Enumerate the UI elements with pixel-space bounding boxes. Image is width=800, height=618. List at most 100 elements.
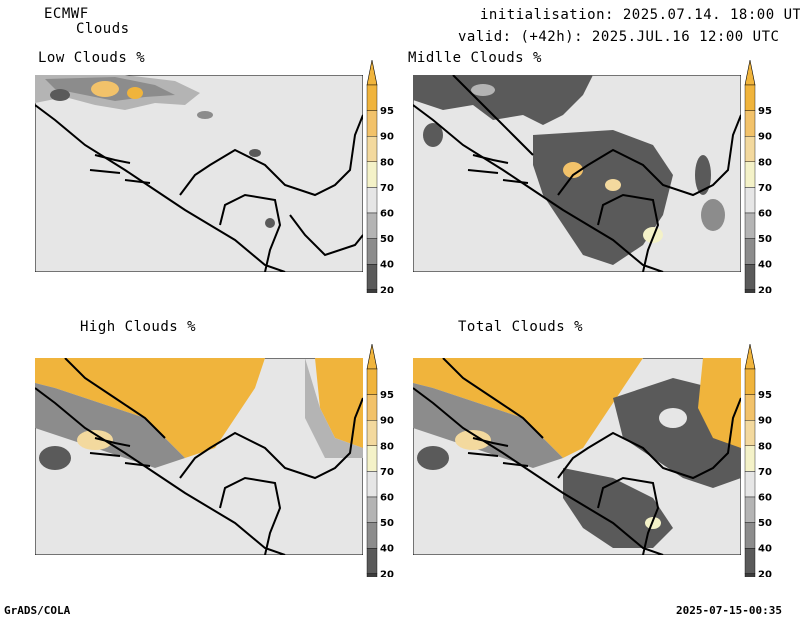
colorbar-level-label: 60 [758, 493, 772, 504]
colorbar-high: 95 90 80 70 60 50 40 20 [365, 342, 410, 618]
colorbar-segment [744, 496, 756, 523]
initialisation-time: initialisation: 2025.07.14. 18:00 UTC [480, 7, 800, 23]
colorbar-segment [744, 289, 756, 316]
borders-mid [413, 75, 741, 272]
colorbar-segment [744, 573, 756, 600]
colorbar-level-label: 50 [380, 518, 394, 529]
colorbar-top-arrow [744, 343, 756, 370]
colorbar-segment [366, 161, 378, 188]
colorbar-level-label: 40 [380, 544, 394, 555]
colorbar-segment [366, 238, 378, 265]
colorbar-segment [366, 368, 378, 395]
colorbar-level-label: 20 [758, 569, 772, 577]
map-high [35, 358, 363, 555]
colorbar-level-label: 20 [380, 569, 394, 577]
colorbar-segment [744, 84, 756, 111]
colorbar-level-label: 95 [758, 390, 772, 401]
map-panel-low [35, 75, 363, 272]
colorbar-segment [366, 419, 378, 446]
colorbar-segment [366, 110, 378, 137]
colorbar-level-label: 80 [758, 441, 772, 452]
colorbar-level-label: 40 [380, 260, 394, 271]
colorbar-segment [744, 445, 756, 472]
footer-timestamp: 2025-07-15-00:35 [676, 604, 782, 617]
colorbar-level-label: 70 [380, 183, 394, 194]
valid-time: valid: (+42h): 2025.JUL.16 12:00 UTC [458, 29, 780, 45]
colorbar-segment [366, 84, 378, 111]
colorbar-segment [366, 522, 378, 549]
colorbar-level-label: 40 [758, 260, 772, 271]
colorbar-segment [744, 419, 756, 446]
colorbar-top-arrow [366, 59, 378, 86]
colorbar-segment [744, 394, 756, 421]
colorbar-segment [366, 547, 378, 574]
colorbar-low: 95 90 80 70 60 50 40 20 [365, 58, 410, 340]
colorbar-segment [366, 496, 378, 523]
colorbar-level-label: 50 [380, 234, 394, 245]
colorbar-segment [366, 445, 378, 472]
colorbar-level-label: 50 [758, 234, 772, 245]
colorbar-level-label: 70 [380, 467, 394, 478]
colorbar-scale: 95 90 80 70 60 50 40 20 [366, 343, 394, 618]
map-low [35, 75, 363, 272]
colorbar-level-label: 90 [758, 132, 772, 143]
colorbar-level-label: 90 [380, 416, 394, 427]
map-panel-mid [413, 75, 741, 272]
colorbar-segment [744, 547, 756, 574]
cloud-cover-low [35, 75, 275, 228]
panel-title-low: Low Clouds % [38, 50, 146, 66]
colorbar-top-arrow [366, 343, 378, 370]
colorbar-segment [366, 394, 378, 421]
panel-title-high: High Clouds % [80, 319, 197, 335]
colorbar-segment [366, 263, 378, 290]
colorbar-segment [744, 187, 756, 214]
borders-low [35, 104, 363, 272]
colorbar-level-label: 80 [758, 157, 772, 168]
colorbar-segment [366, 135, 378, 162]
map-mid [413, 75, 741, 272]
colorbar-level-label: 50 [758, 518, 772, 529]
borders-total [413, 358, 741, 555]
map-total [413, 358, 741, 555]
colorbar-segment [744, 135, 756, 162]
colorbar-segment [366, 573, 378, 600]
footer-software: GrADS/COLA [4, 604, 71, 617]
colorbar-scale: 95 90 80 70 60 50 40 20 [744, 343, 772, 618]
colorbar-level-label: 70 [758, 467, 772, 478]
product-name: Clouds [76, 21, 130, 37]
map-panel-total [413, 358, 741, 555]
colorbar-level-label: 20 [380, 285, 394, 293]
colorbar-top-arrow [744, 59, 756, 86]
colorbar-level-label: 40 [758, 544, 772, 555]
colorbar-segment [366, 289, 378, 316]
colorbar-level-label: 90 [758, 416, 772, 427]
colorbar-segment [744, 110, 756, 137]
colorbar-segment [744, 263, 756, 290]
colorbar-segment [366, 187, 378, 214]
colorbar-segment [366, 212, 378, 239]
colorbar-level-label: 20 [758, 285, 772, 293]
colorbar-segment [744, 471, 756, 498]
colorbar-total: 95 90 80 70 60 50 40 20 [743, 342, 788, 618]
colorbar-level-label: 95 [758, 106, 772, 117]
colorbar-level-label: 60 [758, 209, 772, 220]
colorbar-level-label: 60 [380, 493, 394, 504]
colorbar-level-label: 80 [380, 441, 394, 452]
colorbar-scale: 95 90 80 70 60 50 40 20 [366, 59, 394, 340]
colorbar-level-label: 90 [380, 132, 394, 143]
borders-high [35, 358, 363, 555]
model-name: ECMWF [44, 6, 89, 22]
colorbar-segment [744, 522, 756, 549]
colorbar-scale: 95 90 80 70 60 50 40 20 [744, 59, 772, 340]
cloud-cover-mid [413, 75, 725, 265]
colorbar-mid: 95 90 80 70 60 50 40 20 [743, 58, 788, 340]
colorbar-level-label: 70 [758, 183, 772, 194]
panel-title-mid: Midlle Clouds % [408, 50, 542, 66]
colorbar-segment [366, 471, 378, 498]
colorbar-level-label: 95 [380, 106, 394, 117]
colorbar-segment [744, 212, 756, 239]
colorbar-level-label: 95 [380, 390, 394, 401]
colorbar-segment [744, 368, 756, 395]
panel-title-total: Total Clouds % [458, 319, 584, 335]
map-panel-high [35, 358, 363, 555]
